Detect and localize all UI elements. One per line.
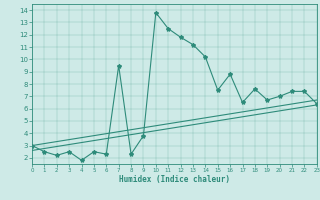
X-axis label: Humidex (Indice chaleur): Humidex (Indice chaleur)	[119, 175, 230, 184]
